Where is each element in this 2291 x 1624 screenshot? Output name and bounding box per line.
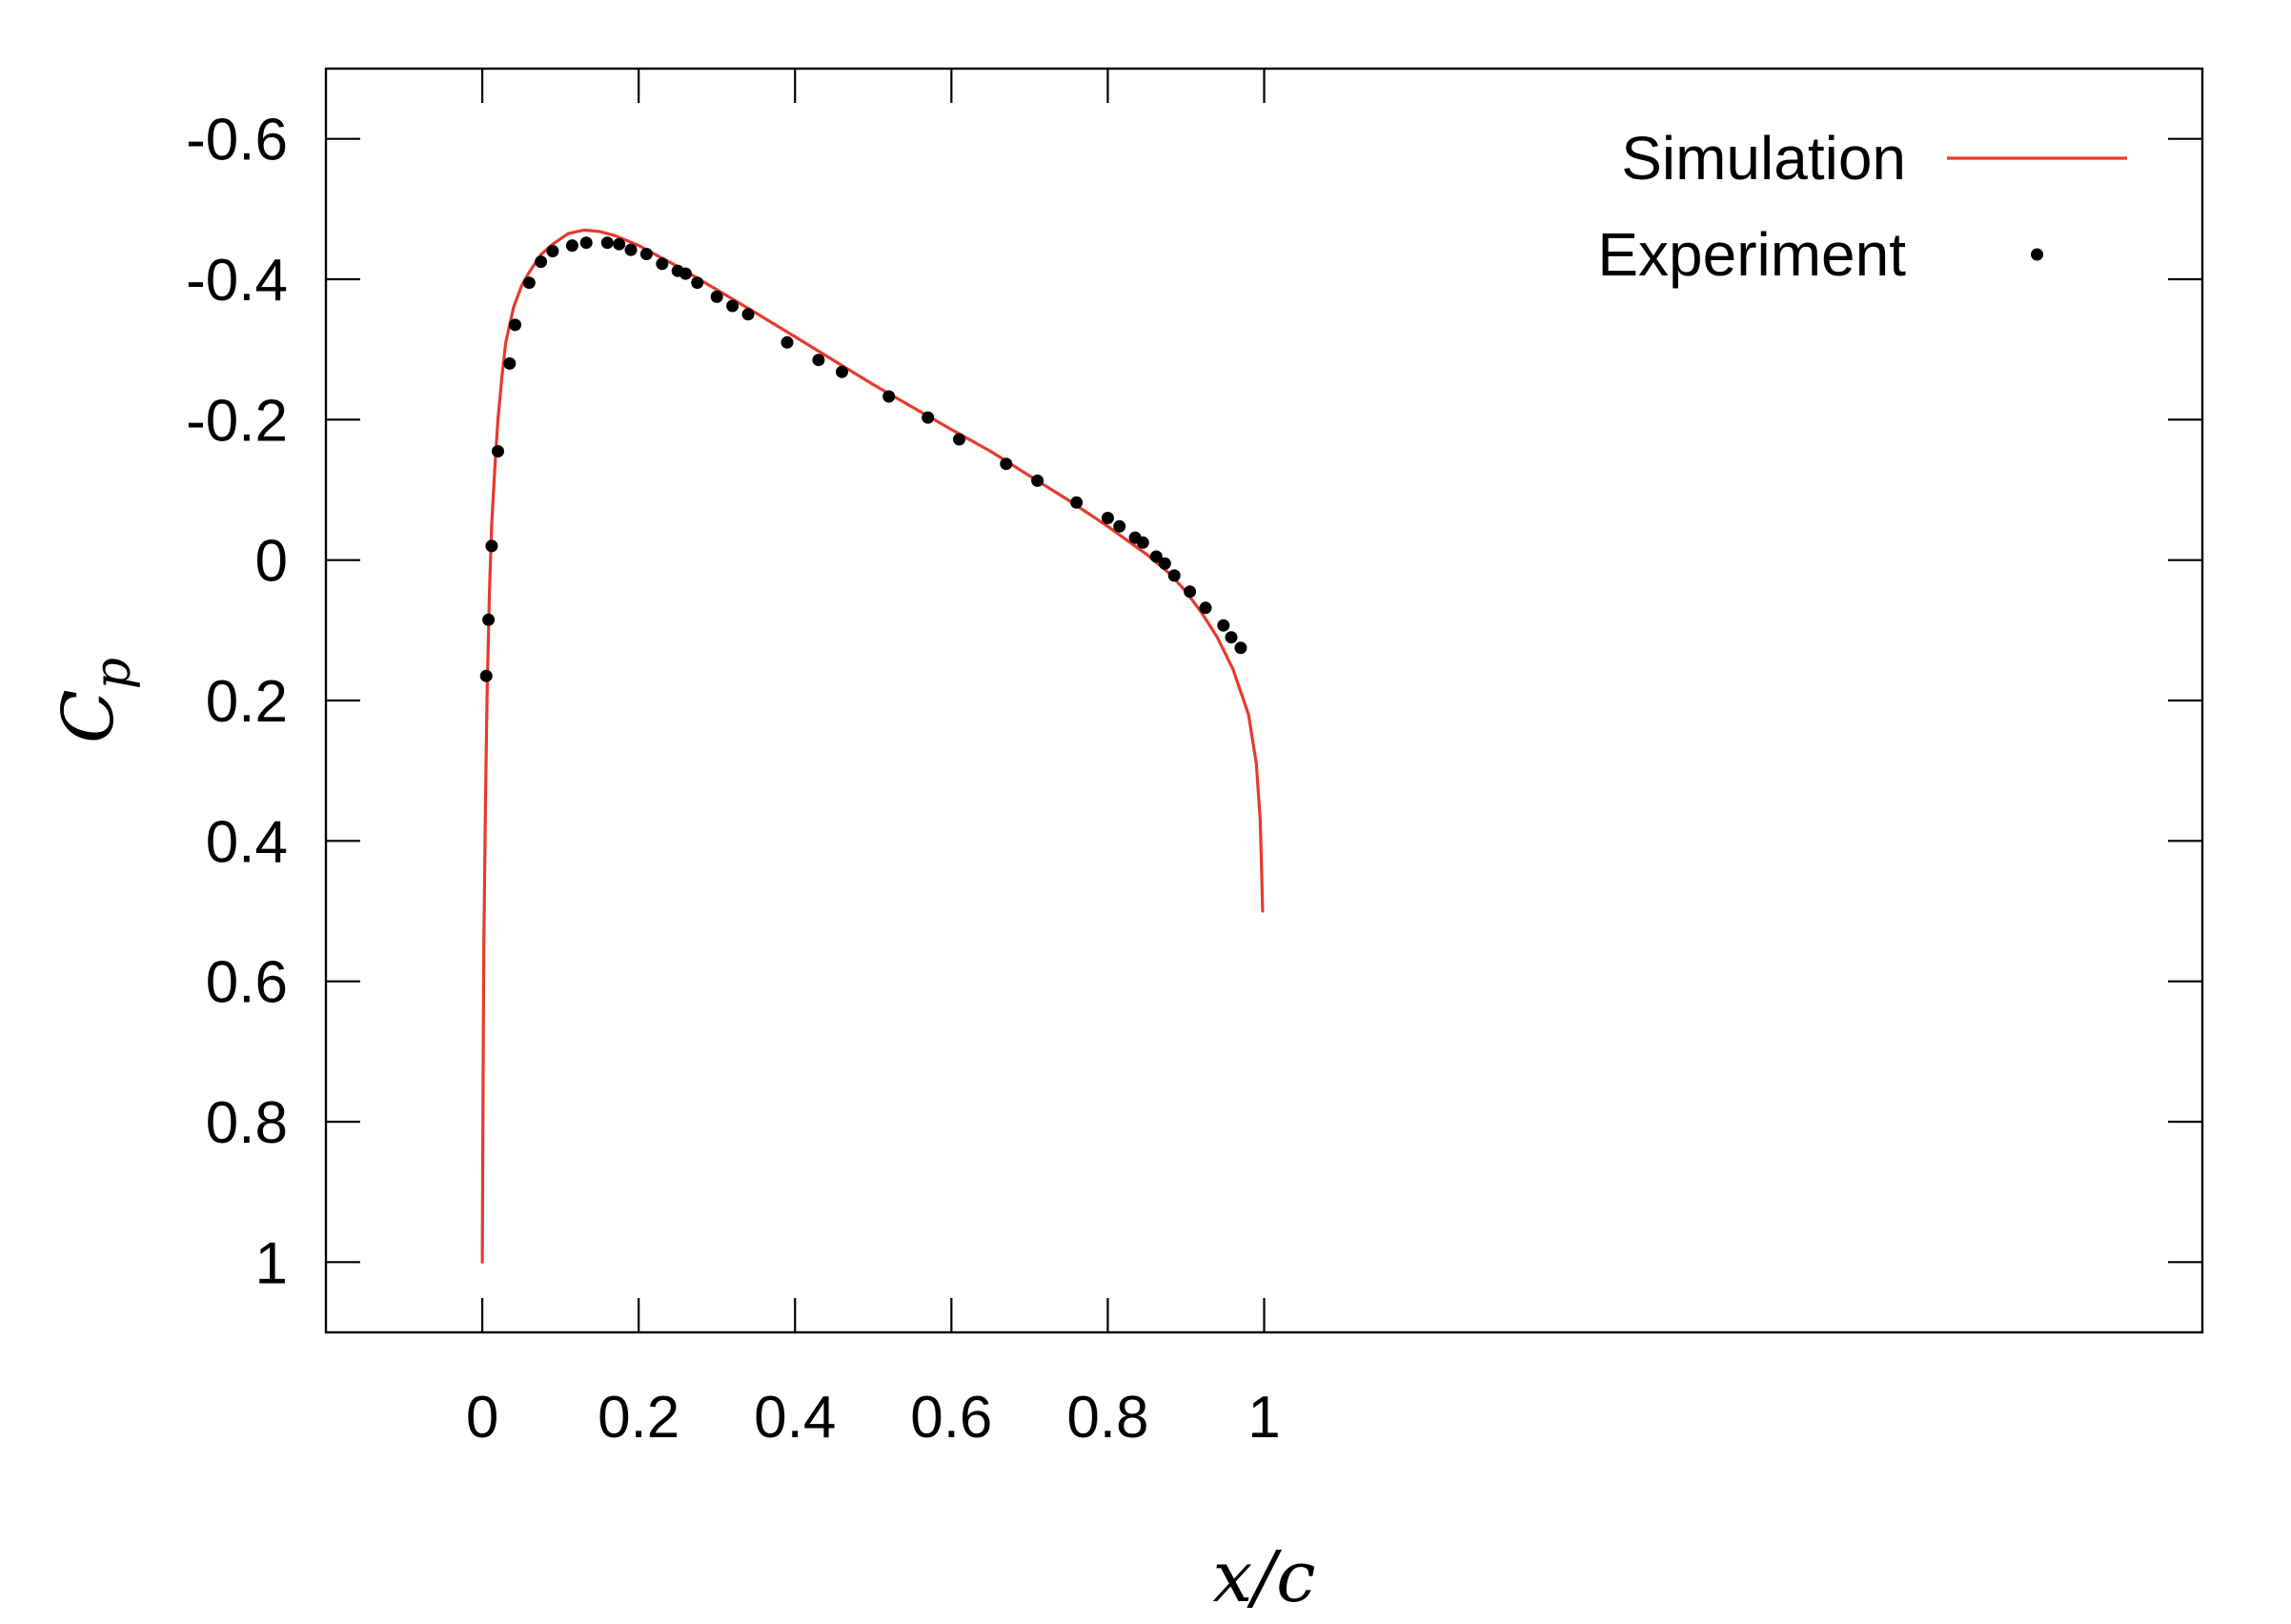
experiment-point (1113, 519, 1126, 533)
experiment-point (691, 276, 704, 290)
experiment-point (1234, 641, 1247, 655)
experiment-point (710, 290, 723, 303)
axes-layer: 0 0.2 0.4 0.6 0.8 1 -0.6 -0.4 -0.2 0 0.2 0.4 0.6 0.8 1 (186, 67, 2204, 1451)
experiment-point (1158, 557, 1171, 570)
x-tick-label: 0.2 (598, 1385, 679, 1451)
x-tick-label: 0 (466, 1385, 498, 1451)
y-tick-label: 0.8 (206, 1090, 288, 1156)
experiment-point (1199, 601, 1212, 615)
experiment-point (503, 356, 517, 370)
experiment-point (953, 433, 965, 446)
experiment-point (535, 255, 548, 269)
experiment-points (479, 236, 1247, 682)
experiment-point (624, 243, 638, 256)
experiment-point (546, 245, 559, 257)
x-tick-label: 1 (1247, 1385, 1280, 1451)
experiment-point (1000, 457, 1013, 471)
legend-swatch-experiment (2031, 248, 2043, 261)
axis-titles: x/c Cp (48, 658, 1316, 1618)
experiment-point (565, 239, 578, 253)
x-axis-title: x/c (1212, 1536, 1315, 1618)
experiment-point (1217, 619, 1230, 632)
experiment-point (1184, 585, 1197, 599)
experiment-point (613, 237, 626, 251)
experiment-point (656, 257, 669, 271)
experiment-point (781, 335, 794, 349)
x-tick-label: 0.6 (910, 1385, 992, 1451)
y-tick-label: 0.6 (206, 950, 288, 1016)
experiment-point (1167, 569, 1181, 582)
experiment-point (600, 236, 614, 250)
experiment-point (679, 267, 692, 280)
y-tick-label: 0 (255, 529, 288, 595)
legend-label-experiment: Experiment (1597, 220, 1906, 289)
experiment-point (1031, 474, 1044, 487)
y-tick-label: -0.2 (186, 388, 288, 454)
y-axis-title: Cp (48, 658, 142, 743)
y-tick-label: -0.6 (186, 108, 288, 173)
experiment-point (741, 308, 755, 321)
series-layer (479, 228, 1265, 1264)
experiment-point (726, 299, 740, 313)
legend: Simulation Experiment (1597, 124, 2127, 289)
experiment-point (492, 445, 504, 457)
x-tick-label: 0.8 (1066, 1385, 1148, 1451)
experiment-point (812, 354, 825, 367)
y-axis-title-main: C (48, 689, 130, 743)
y-tick-label: 1 (255, 1230, 288, 1296)
experiment-point (1101, 512, 1114, 524)
x-tick-label: 0.4 (754, 1385, 836, 1451)
experiment-point (1225, 631, 1238, 644)
y-axis-title-sub: p (85, 658, 142, 689)
experiment-point (479, 669, 493, 682)
experiment-point (1070, 496, 1084, 509)
y-tick-label: 0.4 (206, 809, 288, 875)
experiment-point (882, 390, 896, 403)
experiment-point (522, 276, 536, 290)
legend-label-simulation: Simulation (1621, 124, 1906, 193)
experiment-point (482, 613, 496, 626)
experiment-point (1136, 536, 1149, 549)
experiment-point (639, 248, 653, 260)
experiment-point (579, 236, 593, 250)
experiment-point (836, 365, 848, 378)
experiment-point (922, 411, 935, 424)
y-tick-label: -0.4 (186, 248, 288, 314)
experiment-point (1149, 550, 1163, 563)
experiment-point (485, 539, 498, 553)
experiment-point (509, 318, 521, 332)
y-tick-label: 0.2 (206, 669, 288, 735)
